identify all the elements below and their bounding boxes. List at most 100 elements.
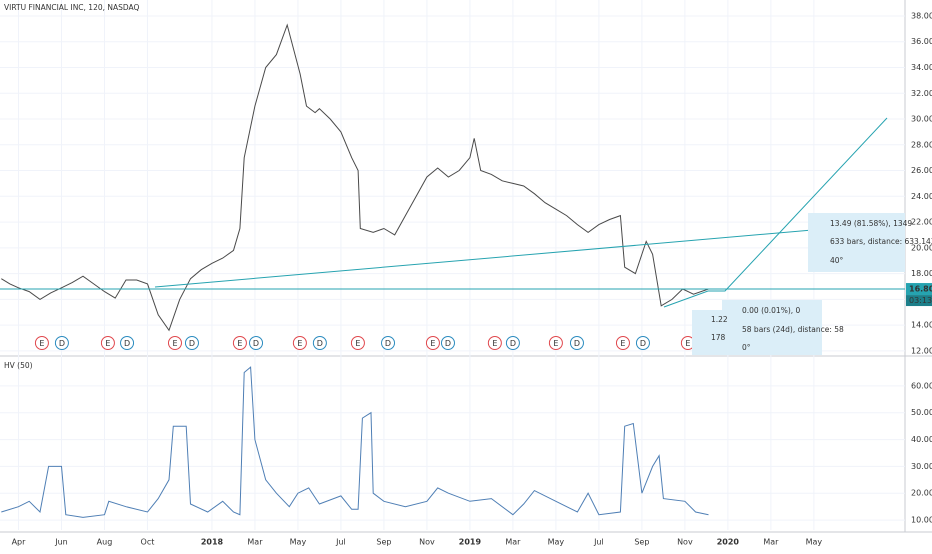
x-tick-label: Mar [247, 538, 263, 547]
indicator-title: HV (50) [4, 361, 33, 370]
y-tick-label: 10.00 [911, 516, 932, 525]
measure-text: 633 bars, distance: 633.1437 [830, 237, 932, 246]
measure-text: 0° [742, 343, 751, 352]
event-marker [100, 336, 115, 350]
event-label: D [385, 339, 391, 348]
event-label: D [445, 339, 451, 348]
last-price-tag [906, 283, 932, 296]
y-tick-label: 30.00 [911, 462, 932, 471]
measure-text: 0.00 (0.01%), 0 [742, 306, 801, 315]
x-tick-label: Sep [634, 538, 649, 547]
event-label: D [317, 339, 323, 348]
y-tick-label: 60.00 [911, 381, 932, 390]
event-label: D [253, 339, 259, 348]
y-tick-label: 50.00 [911, 408, 932, 417]
event-label: D [510, 339, 516, 348]
x-tick-label: Apr [12, 538, 27, 547]
event-label: D [59, 339, 65, 348]
x-tick-label: Aug [97, 538, 113, 547]
x-tick-label: 2018 [201, 538, 224, 547]
event-label: E [237, 339, 242, 348]
y-tick-label: 28.00 [911, 140, 932, 149]
trend-line [663, 117, 888, 308]
y-tick-label: 40.00 [911, 435, 932, 444]
event-label: E [492, 339, 497, 348]
price-line [1, 23, 709, 332]
y-tick-label: 38.00 [911, 11, 932, 20]
x-tick-label: Sep [376, 538, 391, 547]
event-marker [548, 336, 563, 350]
countdown-label: 03:13 [909, 296, 932, 305]
event-marker [167, 336, 182, 350]
event-marker [184, 336, 199, 350]
event-marker [615, 336, 630, 350]
y-tick-label: 20.00 [911, 243, 932, 252]
y-tick-label: 22.00 [911, 218, 932, 227]
x-tick-label: May [548, 538, 565, 547]
event-marker [312, 336, 327, 350]
y-tick-label: 24.00 [911, 192, 932, 201]
event-label: E [553, 339, 558, 348]
measure-box [692, 310, 722, 355]
x-tick-label: Mar [505, 538, 521, 547]
event-marker [34, 336, 49, 350]
y-tick-label: 32.00 [911, 89, 932, 98]
x-tick-label: May [806, 538, 823, 547]
measure-text: 178 [711, 333, 726, 342]
y-tick-label: 34.00 [911, 63, 932, 72]
event-label: E [355, 339, 360, 348]
event-marker [292, 336, 307, 350]
event-marker [54, 336, 69, 350]
drawings [0, 117, 906, 355]
x-tick-label: Oct [141, 538, 155, 547]
measure-text: 13.49 (81.58%), 1349 [830, 219, 912, 228]
event-label: D [189, 339, 195, 348]
event-marker [635, 336, 650, 350]
event-marker [120, 336, 135, 350]
y-tick-label: 30.00 [911, 115, 932, 124]
x-tick-label: 2020 [717, 538, 740, 547]
measure-box [722, 300, 822, 355]
x-tick-label: May [290, 538, 307, 547]
event-label: E [172, 339, 177, 348]
event-marker [381, 336, 396, 350]
y-tick-label: 26.00 [911, 166, 932, 175]
x-tick-label: Jul [593, 538, 604, 547]
event-label: D [124, 339, 130, 348]
x-tick-label: Jul [335, 538, 346, 547]
event-label: D [640, 339, 646, 348]
y-tick-label: 12.00 [911, 346, 932, 355]
event-label: E [105, 339, 110, 348]
x-tick-label: Jun [54, 538, 68, 547]
measure-box [808, 213, 905, 272]
price-line [1, 366, 709, 518]
x-tick-label: 2019 [459, 538, 482, 547]
event-label: E [430, 339, 435, 348]
event-marker [350, 336, 365, 350]
event-marker [249, 336, 264, 350]
measure-text: 58 bars (24d), distance: 58 [742, 325, 844, 334]
event-label: E [620, 339, 625, 348]
measure-text: 40° [830, 256, 844, 265]
chart-title: VIRTU FINANCIAL INC, 120, NASDAQ [4, 3, 140, 12]
x-tick-label: Nov [419, 538, 435, 547]
y-tick-label: 36.00 [911, 37, 932, 46]
event-marker [487, 336, 502, 350]
event-marker [505, 336, 520, 350]
measure-text: 1.22 [711, 315, 728, 324]
event-label: E [297, 339, 302, 348]
y-tick-label: 14.00 [911, 321, 932, 330]
countdown-tag [906, 295, 932, 307]
event-marker [569, 336, 584, 350]
event-marker [440, 336, 455, 350]
event-label: D [574, 339, 580, 348]
last-price-label: 16.80 [909, 285, 932, 294]
x-tick-label: Mar [763, 538, 779, 547]
x-tick-label: Nov [677, 538, 693, 547]
event-label: E [39, 339, 44, 348]
y-tick-label: 18.00 [911, 269, 932, 278]
event-label: E [685, 339, 690, 348]
y-tick-label: 20.00 [911, 489, 932, 498]
